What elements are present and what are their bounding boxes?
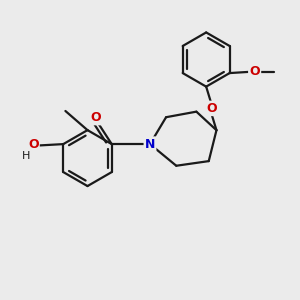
Text: O: O — [90, 111, 101, 124]
Text: H: H — [22, 151, 31, 161]
Text: O: O — [206, 102, 217, 115]
Text: O: O — [249, 65, 260, 78]
Text: O: O — [28, 138, 39, 151]
Text: N: N — [145, 138, 155, 151]
